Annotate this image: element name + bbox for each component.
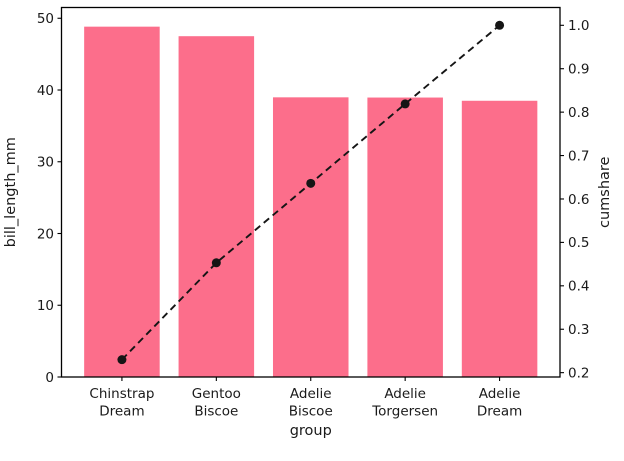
bar-gentoo-biscoe <box>178 36 255 377</box>
x-axis-tick-label: Chinstrap Dream <box>89 386 154 419</box>
x-axis-label: group <box>290 423 332 439</box>
cumshare-point-1 <box>117 355 127 365</box>
right-axis-tick-label: 0.6 <box>568 192 589 208</box>
right-axis-tick-label: 0.2 <box>568 365 589 381</box>
left-axis-tick-label: 10 <box>37 298 54 314</box>
cumshare-point-3 <box>306 178 316 188</box>
right-y-axis-label: cumshare <box>597 156 613 228</box>
x-axis-tick-label: Adelie Biscoe <box>289 386 333 419</box>
bar-adelie-biscoe <box>272 97 349 377</box>
left-axis-tick-label: 0 <box>45 370 54 386</box>
right-axis-tick-label: 0.5 <box>568 235 589 251</box>
right-axis-tick-label: 1.0 <box>568 18 589 34</box>
cumshare-point-2 <box>211 258 221 268</box>
cumshare-point-4 <box>400 99 410 109</box>
right-axis-tick-label: 0.8 <box>568 105 589 121</box>
left-y-axis-label: bill_length_mm <box>3 137 19 247</box>
right-axis-tick-label: 0.3 <box>568 322 589 338</box>
right-axis-tick-label: 0.4 <box>568 279 589 295</box>
left-axis-tick-label: 50 <box>37 11 54 27</box>
bar-adelie-dream <box>461 100 538 377</box>
right-axis-tick-label: 0.9 <box>568 62 589 78</box>
left-axis-tick-label: 40 <box>37 83 54 99</box>
bar-adelie-torgersen <box>367 97 443 377</box>
cumshare-point-5 <box>495 20 505 30</box>
right-axis-tick-label: 0.7 <box>568 148 589 164</box>
left-axis-tick-label: 30 <box>37 155 54 171</box>
x-axis-tick-label: Gentoo Biscoe <box>192 386 241 419</box>
x-axis-tick-label: Adelie Dream <box>477 386 522 419</box>
left-axis-tick-label: 20 <box>37 226 54 242</box>
bar-chinstrap-dream <box>84 26 160 377</box>
x-axis-tick-label: Adelie Torgersen <box>371 386 438 419</box>
